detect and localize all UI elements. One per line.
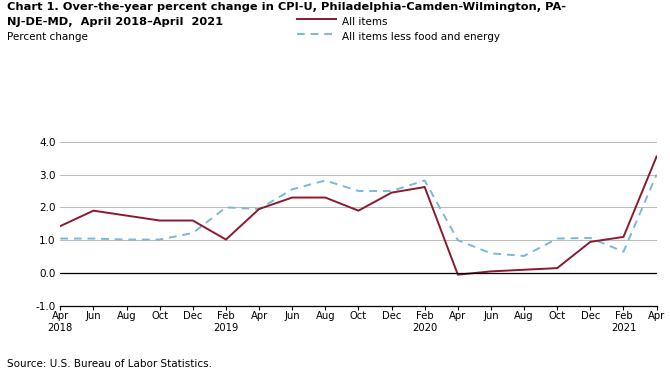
Text: Percent change: Percent change (7, 32, 88, 42)
Text: All items: All items (342, 17, 387, 27)
Text: NJ-DE-MD,  April 2018–April  2021: NJ-DE-MD, April 2018–April 2021 (7, 17, 222, 27)
Text: Source: U.S. Bureau of Labor Statistics.: Source: U.S. Bureau of Labor Statistics. (7, 359, 212, 369)
Text: Chart 1. Over-the-year percent change in CPI-U, Philadelphia-Camden-Wilmington, : Chart 1. Over-the-year percent change in… (7, 2, 565, 12)
Text: All items less food and energy: All items less food and energy (342, 32, 500, 42)
